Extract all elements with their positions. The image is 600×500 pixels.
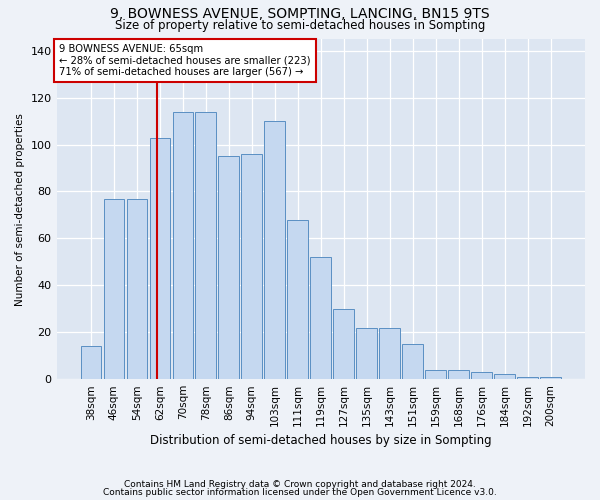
Bar	[196, 112, 216, 379]
Bar	[472, 372, 492, 379]
Text: Contains public sector information licensed under the Open Government Licence v3: Contains public sector information licen…	[103, 488, 497, 497]
Y-axis label: Number of semi-detached properties: Number of semi-detached properties	[15, 112, 25, 306]
Bar	[356, 328, 377, 379]
Text: 9, BOWNESS AVENUE, SOMPTING, LANCING, BN15 9TS: 9, BOWNESS AVENUE, SOMPTING, LANCING, BN…	[110, 8, 490, 22]
Bar	[379, 328, 400, 379]
Bar	[540, 377, 561, 379]
Bar	[287, 220, 308, 379]
Bar	[173, 112, 193, 379]
Bar	[403, 344, 423, 379]
Bar	[80, 346, 101, 379]
Bar	[448, 370, 469, 379]
Bar	[310, 257, 331, 379]
Bar	[425, 370, 446, 379]
Bar	[149, 138, 170, 379]
Text: 9 BOWNESS AVENUE: 65sqm
← 28% of semi-detached houses are smaller (223)
71% of s: 9 BOWNESS AVENUE: 65sqm ← 28% of semi-de…	[59, 44, 311, 78]
Bar	[218, 156, 239, 379]
Bar	[334, 309, 354, 379]
Bar	[265, 121, 285, 379]
Text: Size of property relative to semi-detached houses in Sompting: Size of property relative to semi-detach…	[115, 18, 485, 32]
Text: Contains HM Land Registry data © Crown copyright and database right 2024.: Contains HM Land Registry data © Crown c…	[124, 480, 476, 489]
Bar	[517, 377, 538, 379]
Bar	[494, 374, 515, 379]
Bar	[241, 154, 262, 379]
Bar	[104, 198, 124, 379]
Bar	[127, 198, 147, 379]
X-axis label: Distribution of semi-detached houses by size in Sompting: Distribution of semi-detached houses by …	[150, 434, 491, 448]
